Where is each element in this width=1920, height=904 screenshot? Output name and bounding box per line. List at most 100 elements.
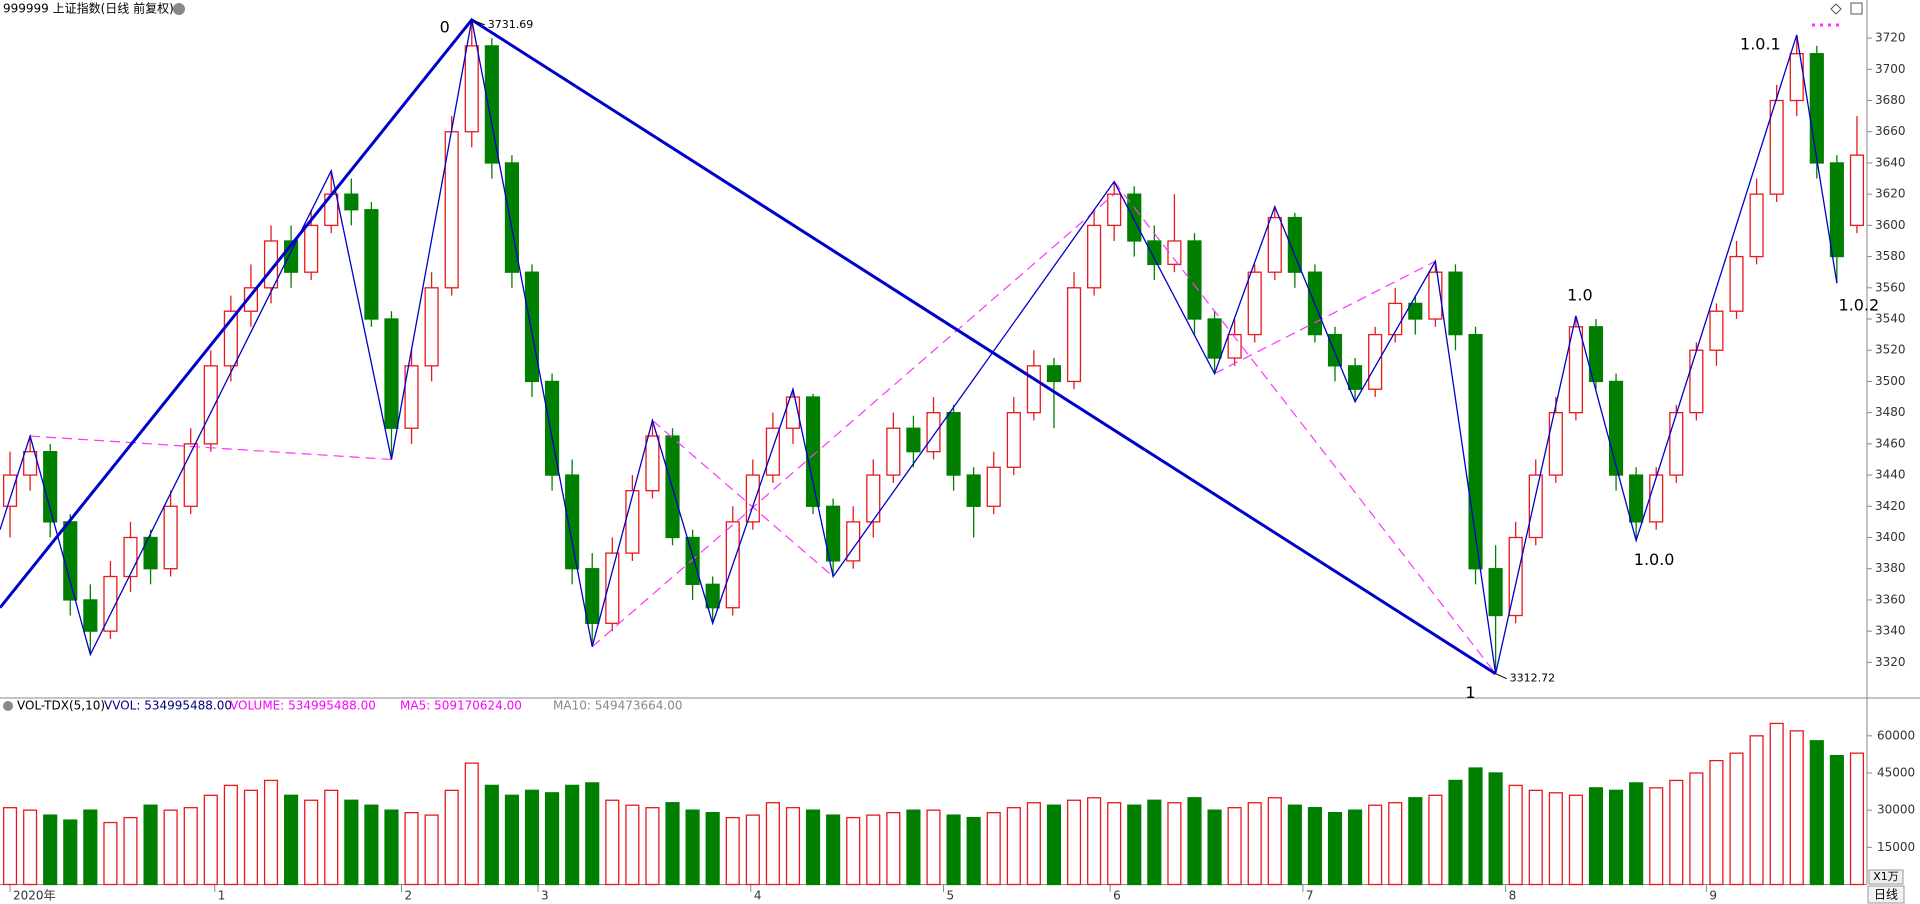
- candle-body: [946, 411, 961, 476]
- icon-panel[interactable]: [1850, 2, 1863, 15]
- y-tick-label: 3640: [1875, 155, 1906, 169]
- volume-bar: [1608, 789, 1624, 886]
- volume-bar: [43, 814, 58, 886]
- volume-bar: [1307, 807, 1323, 886]
- volume-bar: [404, 811, 419, 886]
- period-tab[interactable]: [1867, 885, 1905, 904]
- volume-bar: [1829, 754, 1844, 886]
- candle-body: [464, 45, 479, 133]
- candle-body: [906, 427, 921, 453]
- volume-bar: [826, 814, 841, 886]
- candle-body: [886, 427, 901, 476]
- volume-bar: [263, 779, 279, 886]
- candle-body: [1267, 216, 1282, 273]
- volume-bar: [243, 789, 259, 886]
- period-tab-label[interactable]: 日线: [1874, 888, 1898, 902]
- candle-body: [745, 474, 760, 523]
- volume-bar: [685, 809, 700, 886]
- candle-body: [1147, 240, 1162, 266]
- y-tick-label: 3540: [1875, 312, 1906, 326]
- volume-bar: [665, 802, 680, 886]
- annotation: 1.0.1: [1740, 34, 1781, 53]
- candle-body: [364, 209, 379, 320]
- candle-body: [43, 451, 58, 523]
- dashed-segment: [591, 193, 1115, 648]
- volume-bar: [1468, 767, 1483, 886]
- candle-body: [1348, 365, 1363, 390]
- volume-bar: [785, 807, 801, 886]
- candle-body: [1368, 333, 1383, 390]
- volume-bar: [1508, 784, 1523, 886]
- volume-bar: [163, 809, 178, 886]
- volume-bar: [1388, 802, 1403, 886]
- y-tick-label: 3360: [1875, 592, 1906, 606]
- candle-body: [203, 365, 218, 445]
- volume-bar: [986, 811, 1001, 886]
- unit-box: [1868, 869, 1904, 885]
- candle-body: [986, 466, 1001, 507]
- candle-body: [83, 599, 98, 632]
- candle-body: [163, 505, 178, 570]
- candle-body: [685, 536, 700, 585]
- candle-body: [103, 575, 118, 632]
- title-menu[interactable]: [173, 3, 185, 15]
- volume-bar: [1789, 730, 1804, 886]
- volume-bar: [866, 814, 881, 886]
- x-tick-label: 5: [947, 889, 955, 903]
- vol-unit: X1万: [1873, 870, 1899, 883]
- candle-body: [1327, 333, 1343, 367]
- volume-bar: [183, 807, 198, 886]
- volume-bar: [1408, 797, 1423, 886]
- annotation: 0: [440, 17, 450, 36]
- candle-body: [2, 474, 18, 507]
- x-tick-label: 2020年: [13, 889, 56, 903]
- candle-body: [1769, 99, 1784, 195]
- vol-stat: MA5: 509170624.00: [400, 699, 522, 713]
- candle-body: [605, 552, 620, 624]
- candle-body: [805, 396, 821, 507]
- vol-tick-label: 60000: [1877, 728, 1915, 742]
- y-tick-label: 3340: [1875, 624, 1906, 638]
- annotation: 1.0.0: [1634, 550, 1675, 569]
- volume-bar: [364, 804, 379, 886]
- y-tick-label: 3700: [1875, 62, 1906, 76]
- candle-body: [304, 224, 319, 273]
- volume-bar: [504, 794, 519, 886]
- volume-bar: [83, 809, 98, 886]
- y-tick-label: 3600: [1875, 218, 1906, 232]
- candle-body: [1809, 53, 1824, 164]
- volume-bar: [464, 762, 479, 886]
- volume-bar: [1107, 802, 1122, 886]
- volume-bar: [906, 809, 921, 886]
- y-tick-label: 3560: [1875, 280, 1906, 294]
- volume-bar: [23, 809, 38, 886]
- candle-body: [1247, 271, 1262, 336]
- volume-bar: [1629, 782, 1644, 886]
- candle-body: [926, 411, 941, 453]
- candle-body: [1488, 568, 1503, 617]
- volume-bar: [284, 794, 299, 886]
- dashed-segment: [30, 435, 392, 461]
- vol-menu[interactable]: [3, 701, 13, 711]
- candle-body: [1187, 240, 1202, 320]
- icon-diamond[interactable]: [1830, 3, 1842, 15]
- vol-tick-label: 45000: [1877, 765, 1915, 779]
- volume-bar: [605, 799, 620, 886]
- volume-bar: [123, 816, 138, 886]
- y-tick-label: 3380: [1875, 561, 1906, 575]
- candle-body: [1709, 310, 1724, 351]
- candle-body: [404, 365, 419, 429]
- volume-bar: [1689, 772, 1704, 886]
- chart-title: 999999 上证指数(日线 前复权): [3, 1, 174, 16]
- candle-body: [143, 536, 158, 570]
- candle-body: [1729, 255, 1744, 312]
- annotation-leader: [471, 19, 485, 26]
- candle-body: [1388, 302, 1403, 336]
- annotation: 3731.69: [488, 18, 533, 31]
- volume-bar: [1428, 794, 1443, 886]
- volume-bar: [1769, 722, 1784, 886]
- y-tick-label: 3320: [1875, 655, 1906, 669]
- candle-body: [866, 474, 881, 523]
- volume-bar: [1488, 772, 1503, 886]
- candle-body: [966, 474, 981, 507]
